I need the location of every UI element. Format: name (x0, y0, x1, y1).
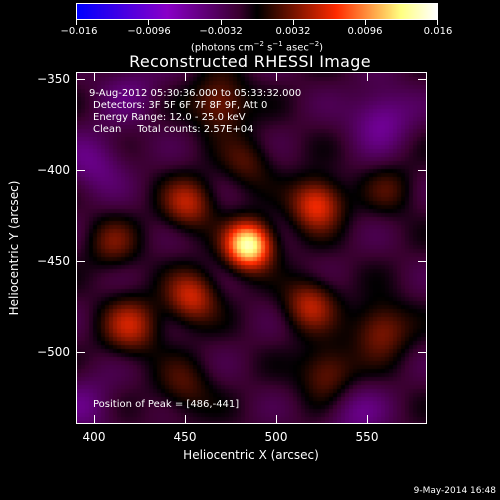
colorbar-tick (437, 20, 438, 25)
y-tick-mark (418, 79, 426, 80)
colorbar-tick-label: 0.0096 (347, 26, 383, 37)
colorbar-tick (148, 20, 149, 25)
x-tick-label: 450 (173, 430, 197, 444)
y-tick-label: −450 (37, 254, 70, 268)
y-tick-label: −350 (37, 72, 70, 86)
peak-position-label: Position of Peak = [486,-441] (93, 399, 240, 410)
image-plot-area: 9-Aug-2012 05:30:36.000 to 05:33:32.000 … (76, 72, 427, 424)
colorbar (76, 3, 438, 20)
clean-total-counts-label: Clean Total counts: 2.57E+04 (93, 124, 254, 135)
x-tick-mark (185, 73, 186, 81)
x-tick-mark (94, 415, 95, 423)
y-tick-label: −500 (37, 345, 70, 359)
y-tick-mark (77, 79, 85, 80)
colorbar-tick (365, 20, 366, 25)
colorbar-units: (photons cm−2 s−1 asec−2) (190, 40, 324, 54)
x-axis-label: Heliocentric X (arcsec) (183, 448, 319, 462)
colorbar-tick (221, 20, 222, 25)
x-tick-mark (367, 415, 368, 423)
y-axis-label: Heliocentric Y (arcsec) (7, 180, 21, 316)
y-tick-mark (418, 170, 426, 171)
energy-range-label: Energy Range: 12.0 - 25.0 keV (93, 112, 246, 123)
x-tick-mark (276, 73, 277, 81)
x-tick-mark (185, 415, 186, 423)
y-tick-mark (77, 170, 85, 171)
detectors-label: Detectors: 3F 5F 6F 7F 8F 9F, Att 0 (93, 100, 268, 111)
y-tick-label: −400 (37, 163, 70, 177)
reconstructed-image-heatmap (77, 73, 426, 423)
x-tick-mark (276, 415, 277, 423)
x-tick-label: 500 (264, 430, 288, 444)
colorbar-tick-label: 0.0032 (275, 26, 311, 37)
y-tick-mark (77, 352, 85, 353)
plot-timestamp: 9-May-2014 16:48 (413, 486, 496, 496)
x-tick-mark (94, 73, 95, 81)
colorbar-tick-label: 0.016 (423, 26, 453, 37)
x-tick-label: 550 (355, 430, 379, 444)
y-tick-mark (77, 261, 85, 262)
plot-title: Reconstructed RHESSI Image (129, 52, 371, 71)
y-tick-mark (418, 261, 426, 262)
colorbar-tick-label: −0.016 (60, 26, 98, 37)
colorbar-tick-label: −0.0032 (199, 26, 243, 37)
y-tick-mark (418, 352, 426, 353)
x-tick-mark (367, 73, 368, 81)
colorbar-tick (293, 20, 294, 25)
colorbar-tick (76, 20, 77, 25)
time-range-label: 9-Aug-2012 05:30:36.000 to 05:33:32.000 (89, 88, 302, 99)
x-tick-label: 400 (82, 430, 106, 444)
colorbar-tick-label: −0.0096 (127, 26, 171, 37)
